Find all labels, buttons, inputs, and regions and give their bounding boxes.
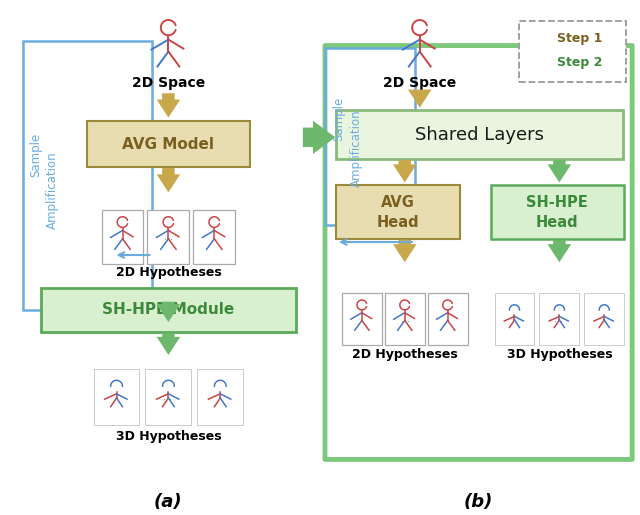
Text: SH-HPE Module: SH-HPE Module	[102, 302, 234, 317]
FancyBboxPatch shape	[86, 122, 250, 167]
FancyArrowPatch shape	[393, 160, 417, 182]
Text: 2D Space: 2D Space	[383, 76, 456, 91]
Text: (a): (a)	[154, 493, 183, 511]
Text: 3D Hypotheses: 3D Hypotheses	[506, 348, 612, 361]
FancyArrowPatch shape	[157, 168, 180, 193]
FancyArrowPatch shape	[530, 32, 548, 45]
Text: Amplification: Amplification	[46, 151, 60, 229]
Text: SH-HPE
Head: SH-HPE Head	[527, 195, 588, 230]
Text: Amplification: Amplification	[351, 110, 364, 187]
FancyArrowPatch shape	[393, 240, 417, 262]
Text: Step 2: Step 2	[557, 56, 603, 69]
FancyBboxPatch shape	[336, 185, 460, 239]
Text: Sample: Sample	[332, 96, 346, 141]
FancyArrowPatch shape	[157, 93, 180, 117]
FancyBboxPatch shape	[385, 293, 425, 345]
Text: ...: ...	[163, 391, 172, 402]
FancyBboxPatch shape	[93, 369, 140, 424]
Text: Shared Layers: Shared Layers	[415, 126, 544, 144]
Text: Sample: Sample	[29, 133, 42, 177]
FancyBboxPatch shape	[584, 293, 624, 345]
FancyArrowPatch shape	[408, 90, 431, 108]
Text: 3D Hypotheses: 3D Hypotheses	[116, 430, 221, 443]
Text: ...: ...	[164, 232, 173, 242]
Text: ...: ...	[401, 314, 410, 324]
Text: (b): (b)	[464, 493, 493, 511]
FancyBboxPatch shape	[540, 293, 579, 345]
Text: ...: ...	[554, 314, 563, 324]
Text: AVG
Head: AVG Head	[376, 195, 419, 230]
FancyBboxPatch shape	[197, 369, 243, 424]
FancyArrowPatch shape	[157, 302, 180, 322]
FancyBboxPatch shape	[336, 110, 623, 159]
FancyBboxPatch shape	[495, 293, 534, 345]
FancyBboxPatch shape	[342, 293, 382, 345]
FancyBboxPatch shape	[102, 210, 143, 264]
FancyBboxPatch shape	[520, 21, 626, 82]
Text: 2D Hypotheses: 2D Hypotheses	[352, 348, 458, 361]
FancyArrowPatch shape	[548, 160, 571, 182]
FancyBboxPatch shape	[41, 288, 296, 332]
FancyArrowPatch shape	[548, 240, 571, 262]
FancyBboxPatch shape	[147, 210, 189, 264]
FancyBboxPatch shape	[145, 369, 191, 424]
FancyArrowPatch shape	[157, 333, 180, 355]
FancyBboxPatch shape	[490, 185, 624, 239]
FancyBboxPatch shape	[193, 210, 236, 264]
Text: AVG Model: AVG Model	[122, 137, 214, 152]
FancyArrowPatch shape	[530, 56, 548, 69]
FancyBboxPatch shape	[428, 293, 468, 345]
Text: 2D Space: 2D Space	[132, 76, 205, 91]
Text: Step 1: Step 1	[557, 32, 603, 45]
Text: 2D Hypotheses: 2D Hypotheses	[116, 266, 221, 280]
FancyArrowPatch shape	[303, 121, 335, 154]
